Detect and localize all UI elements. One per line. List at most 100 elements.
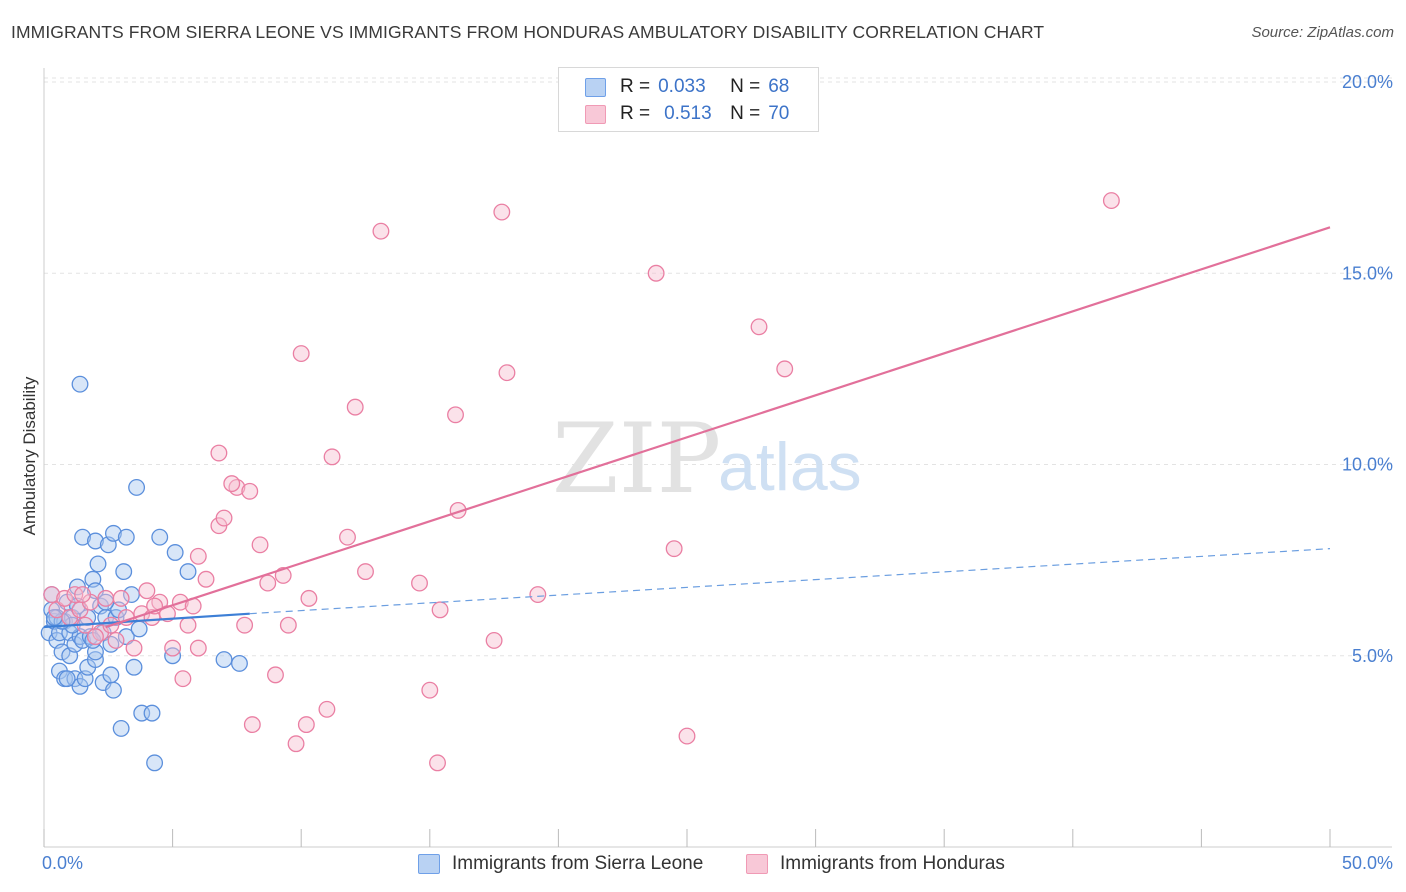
y-tick-label: 20.0% bbox=[1342, 72, 1393, 92]
honduras-point bbox=[1102, 192, 1120, 210]
sierra-leone-point bbox=[117, 628, 135, 646]
chart-title: IMMIGRANTS FROM SIERRA LEONE VS IMMIGRAN… bbox=[11, 22, 1045, 42]
legend-swatch-pink bbox=[585, 104, 606, 124]
watermark-zip: ZIP bbox=[552, 403, 721, 515]
legend: R = 0.033 N = 68 R = 0.513 N = 70 bbox=[558, 67, 819, 132]
sierra-leone-point bbox=[179, 563, 197, 581]
honduras-point bbox=[189, 639, 207, 657]
sierra-leone-point bbox=[112, 719, 130, 737]
sierra-leone-point bbox=[102, 666, 120, 684]
honduras-point bbox=[318, 700, 336, 718]
sierra-leone-point bbox=[74, 528, 92, 546]
honduras-point bbox=[776, 360, 794, 378]
honduras-point bbox=[498, 364, 516, 382]
legend-r-label: R = bbox=[620, 76, 651, 97]
axes bbox=[43, 68, 1392, 848]
bottom-legend-label: Immigrants from Honduras bbox=[780, 853, 1005, 874]
y-axis-label: Ambulatory Disability bbox=[20, 376, 39, 535]
honduras-point bbox=[174, 670, 192, 688]
sierra-leone-point bbox=[146, 754, 164, 772]
honduras-point bbox=[43, 586, 61, 604]
honduras-point bbox=[447, 406, 464, 424]
sierra-leone-point bbox=[130, 620, 148, 638]
sierra-leone-point bbox=[53, 643, 71, 661]
honduras-trend-line bbox=[105, 226, 1331, 629]
bottom-legend-sierra-leone: Immigrants from Sierra Leone bbox=[418, 851, 703, 877]
honduras-point bbox=[74, 586, 92, 604]
bottom-legend-honduras: Immigrants from Honduras bbox=[746, 851, 1005, 877]
honduras-point bbox=[647, 264, 665, 282]
sierra-leone-point bbox=[71, 375, 89, 393]
honduras-point bbox=[125, 639, 143, 657]
sierra-leone-point bbox=[115, 563, 133, 581]
sierra-leone-point bbox=[128, 479, 146, 496]
honduras-point bbox=[665, 540, 683, 558]
honduras-point bbox=[485, 632, 503, 649]
sierra-leone-point bbox=[215, 651, 233, 669]
series-sierra-leone-points bbox=[40, 375, 248, 772]
honduras-point bbox=[138, 582, 156, 600]
honduras-point bbox=[107, 632, 125, 649]
sierra-leone-point bbox=[58, 670, 76, 688]
honduras-point bbox=[251, 536, 269, 554]
honduras-point bbox=[267, 666, 284, 684]
y-tick-label: 15.0% bbox=[1342, 263, 1393, 283]
source-label: Source: ZipAtlas.com bbox=[1251, 24, 1394, 41]
trend-lines bbox=[43, 226, 1331, 629]
watermark-atlas: atlas bbox=[718, 429, 862, 505]
honduras-point bbox=[259, 574, 277, 592]
honduras-point bbox=[431, 601, 449, 619]
honduras-point bbox=[243, 716, 261, 734]
sierra-leone-point bbox=[104, 681, 122, 699]
bottom-legend-label: Immigrants from Sierra Leone bbox=[452, 853, 704, 874]
honduras-point bbox=[297, 716, 315, 734]
y-tick-label: 5.0% bbox=[1352, 646, 1393, 666]
honduras-point bbox=[750, 318, 768, 336]
honduras-point bbox=[241, 482, 259, 500]
honduras-point bbox=[421, 681, 439, 699]
honduras-point bbox=[164, 639, 182, 657]
legend-row-honduras: R = 0.513 N = 70 bbox=[585, 101, 789, 127]
legend-r-label: R = bbox=[620, 103, 651, 124]
honduras-point bbox=[179, 616, 197, 634]
honduras-point bbox=[372, 222, 390, 240]
honduras-point bbox=[287, 735, 305, 753]
gridlines bbox=[44, 77, 1392, 657]
honduras-point bbox=[529, 586, 547, 604]
legend-n-value: 70 bbox=[768, 103, 790, 124]
honduras-point bbox=[300, 589, 318, 607]
honduras-point bbox=[323, 448, 341, 466]
honduras-point bbox=[97, 589, 115, 607]
honduras-point bbox=[292, 345, 310, 363]
legend-n-label: N = bbox=[730, 76, 761, 97]
sierra-leone-point bbox=[89, 555, 107, 573]
sierra-leone-point bbox=[166, 544, 184, 561]
legend-swatch-blue bbox=[585, 77, 606, 97]
legend-row-sierra-leone: R = 0.033 N = 68 bbox=[585, 74, 789, 100]
legend-r-value: 0.513 bbox=[664, 103, 712, 124]
honduras-point bbox=[48, 601, 66, 619]
honduras-point bbox=[112, 589, 130, 607]
honduras-point bbox=[197, 570, 215, 588]
honduras-point bbox=[411, 574, 428, 592]
legend-r-value: 0.033 bbox=[658, 76, 706, 97]
legend-n-value: 68 bbox=[768, 76, 790, 97]
sierra-leone-point bbox=[143, 704, 161, 722]
sierra-leone-point bbox=[151, 528, 169, 546]
legend-n-label: N = bbox=[730, 103, 761, 124]
honduras-point bbox=[86, 628, 104, 646]
honduras-point bbox=[56, 589, 74, 607]
honduras-point bbox=[210, 444, 228, 462]
tick-labels: 5.0% 10.0% 15.0% 20.0% 0.0% 50.0% bbox=[42, 72, 1393, 873]
honduras-point bbox=[279, 616, 297, 634]
honduras-point bbox=[223, 475, 241, 493]
sierra-leone-point bbox=[104, 524, 122, 542]
sierra-leone-point bbox=[231, 654, 248, 672]
sierra-leone-point bbox=[86, 532, 104, 550]
honduras-point bbox=[429, 754, 446, 772]
honduras-point bbox=[357, 563, 374, 581]
sierra-leone-trend-solid bbox=[43, 612, 250, 629]
sierra-leone-trend-dashed bbox=[249, 548, 1331, 615]
sierra-leone-point bbox=[122, 586, 140, 604]
